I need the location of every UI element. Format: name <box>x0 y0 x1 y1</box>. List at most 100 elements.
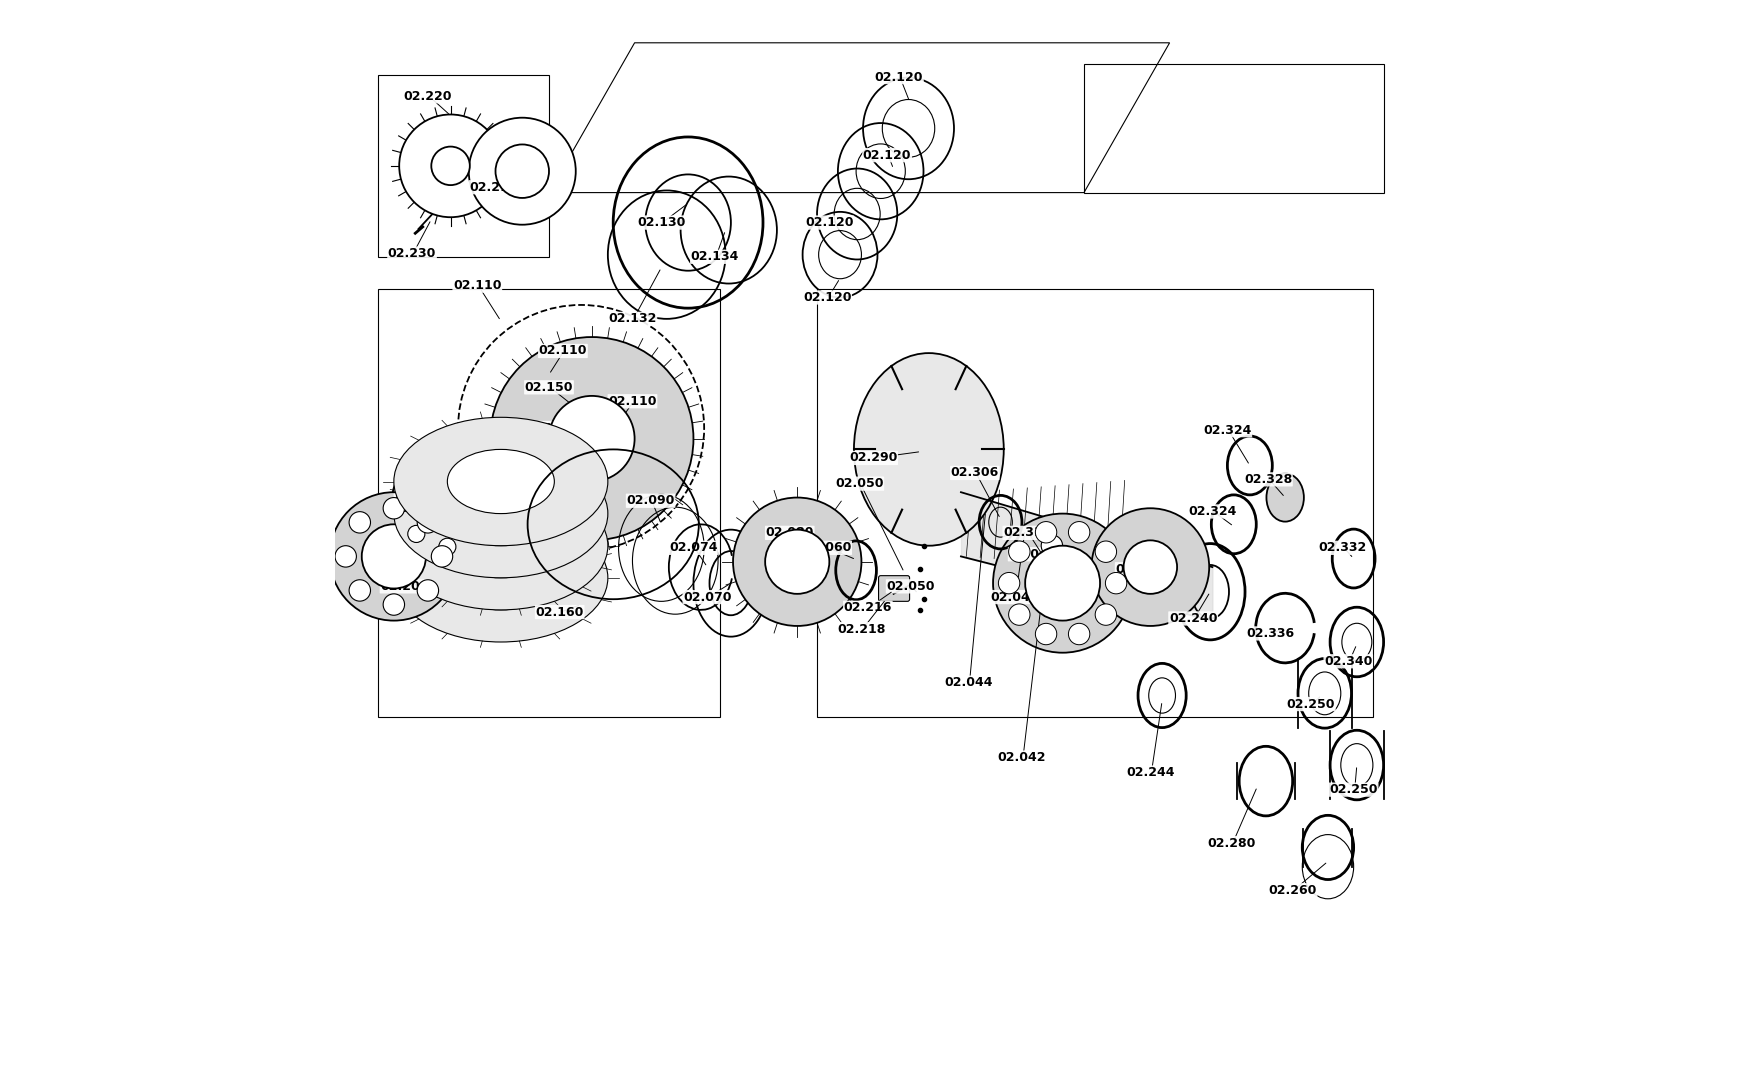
Ellipse shape <box>447 546 555 610</box>
Ellipse shape <box>1266 473 1303 522</box>
Text: 02.050: 02.050 <box>885 580 934 593</box>
Text: 02.280: 02.280 <box>1207 837 1256 850</box>
Text: * 02.146: * 02.146 <box>532 422 593 434</box>
Text: 02.324: 02.324 <box>1188 505 1236 518</box>
Text: 02.250: 02.250 <box>1329 783 1377 796</box>
Circle shape <box>431 546 452 567</box>
Text: 02.244: 02.244 <box>1125 766 1174 779</box>
Text: 02.210: 02.210 <box>470 181 516 194</box>
Ellipse shape <box>854 353 1003 546</box>
Circle shape <box>998 572 1019 594</box>
Text: 02.290: 02.290 <box>849 452 897 464</box>
Text: 02.044: 02.044 <box>944 676 993 689</box>
Circle shape <box>383 498 405 519</box>
Ellipse shape <box>447 482 555 546</box>
Text: 02.240: 02.240 <box>1169 612 1217 625</box>
Circle shape <box>1024 546 1099 621</box>
Text: 02.260: 02.260 <box>1268 884 1316 897</box>
Text: 02.042: 02.042 <box>996 751 1045 764</box>
Text: 02.150: 02.150 <box>525 381 572 394</box>
Circle shape <box>482 494 499 511</box>
Circle shape <box>407 525 424 542</box>
Circle shape <box>350 511 370 533</box>
Circle shape <box>395 494 412 511</box>
Circle shape <box>1009 603 1029 625</box>
Text: 02.100: 02.100 <box>395 494 442 507</box>
Ellipse shape <box>393 417 607 546</box>
Circle shape <box>1123 540 1176 594</box>
Text: 02.132: 02.132 <box>609 312 656 325</box>
Ellipse shape <box>393 482 607 610</box>
Text: 02.110: 02.110 <box>609 395 656 408</box>
Ellipse shape <box>393 449 607 578</box>
Circle shape <box>1035 624 1056 645</box>
Circle shape <box>407 463 424 480</box>
Circle shape <box>490 337 694 540</box>
Circle shape <box>1040 535 1063 556</box>
Circle shape <box>468 118 576 225</box>
Circle shape <box>732 498 861 626</box>
FancyBboxPatch shape <box>878 576 909 601</box>
Circle shape <box>362 524 426 588</box>
Text: 02.200: 02.200 <box>381 580 428 593</box>
Text: 02.110: 02.110 <box>452 279 501 292</box>
Ellipse shape <box>447 514 555 578</box>
Circle shape <box>438 538 456 555</box>
Text: 02.044: 02.044 <box>989 591 1038 603</box>
Text: 02.216: 02.216 <box>843 601 892 614</box>
Text: 02.218: 02.218 <box>836 623 885 636</box>
Circle shape <box>350 580 370 601</box>
Circle shape <box>431 147 470 185</box>
Text: 02.190: 02.190 <box>412 480 461 493</box>
Text: 02.120: 02.120 <box>802 291 850 304</box>
Text: 02.250: 02.250 <box>1285 698 1334 710</box>
Text: 02.220: 02.220 <box>403 90 452 103</box>
Text: 02.080: 02.080 <box>765 526 814 539</box>
Ellipse shape <box>393 514 607 642</box>
Circle shape <box>383 594 405 615</box>
Circle shape <box>329 492 457 621</box>
Circle shape <box>1024 519 1078 572</box>
Circle shape <box>1068 624 1089 645</box>
Circle shape <box>417 580 438 601</box>
Circle shape <box>1090 508 1209 626</box>
Text: 02.328: 02.328 <box>1243 473 1292 486</box>
Circle shape <box>416 471 480 535</box>
Text: 02.090: 02.090 <box>626 494 675 507</box>
Text: 02.060: 02.060 <box>803 541 850 554</box>
Circle shape <box>1094 541 1116 563</box>
Text: 02.110: 02.110 <box>539 345 586 357</box>
Text: 02.074: 02.074 <box>670 541 716 554</box>
Ellipse shape <box>447 449 555 514</box>
Text: 02.160: 02.160 <box>536 606 584 618</box>
Text: 02.100: 02.100 <box>470 452 516 464</box>
Circle shape <box>417 511 438 533</box>
Text: 02.120: 02.120 <box>863 149 911 162</box>
Circle shape <box>1104 572 1127 594</box>
Circle shape <box>993 514 1132 653</box>
Text: 02.306: 02.306 <box>949 467 998 479</box>
Circle shape <box>391 447 503 559</box>
Text: 02.320: 02.320 <box>1115 563 1163 576</box>
Text: 02.070: 02.070 <box>683 591 730 603</box>
Circle shape <box>398 114 501 217</box>
Text: 02.050: 02.050 <box>835 477 883 490</box>
Circle shape <box>1035 521 1056 542</box>
Text: 02.040: 02.040 <box>1009 548 1056 561</box>
Circle shape <box>550 396 635 482</box>
Text: 02.332: 02.332 <box>1318 541 1367 554</box>
Text: 02.120: 02.120 <box>875 71 923 83</box>
Text: 02.134: 02.134 <box>690 250 739 263</box>
Circle shape <box>470 463 487 480</box>
Circle shape <box>765 530 830 594</box>
Circle shape <box>1094 603 1116 625</box>
Text: 02.310: 02.310 <box>1002 526 1050 539</box>
Text: 02.130: 02.130 <box>636 216 685 229</box>
Circle shape <box>438 450 456 468</box>
Circle shape <box>496 144 550 198</box>
Circle shape <box>470 525 487 542</box>
Text: * 02.092: * 02.092 <box>522 531 581 544</box>
Text: 02.120: 02.120 <box>805 216 854 229</box>
Circle shape <box>1068 521 1089 542</box>
Text: 02.324: 02.324 <box>1202 424 1250 437</box>
